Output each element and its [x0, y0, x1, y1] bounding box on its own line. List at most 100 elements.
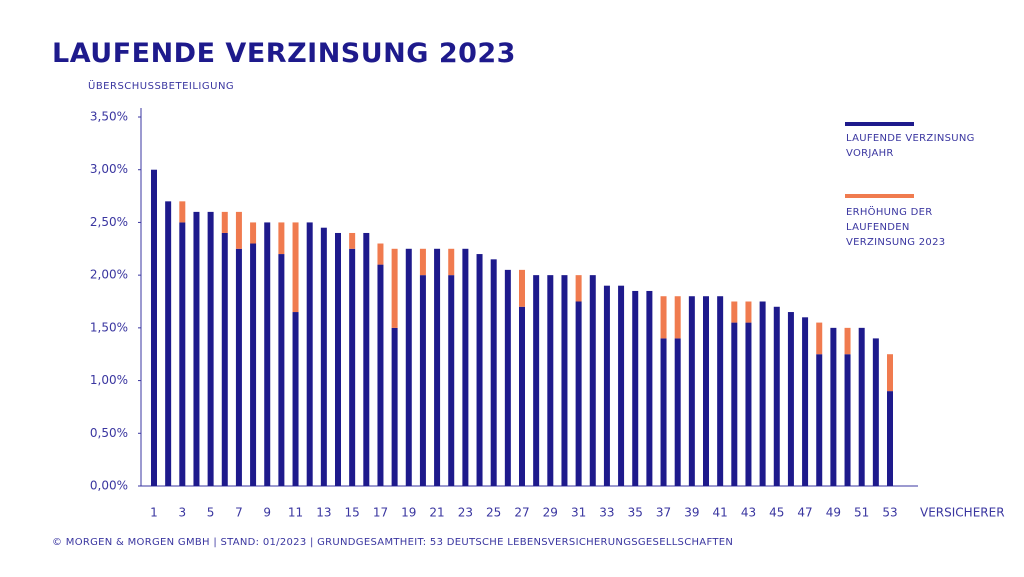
bar-segment: [377, 264, 384, 486]
x-tick-label: 51: [854, 506, 869, 520]
bar-segment: [731, 301, 738, 323]
y-tick-label: 0,00%: [90, 479, 128, 493]
bar-segment: [844, 327, 851, 355]
bar-segment: [787, 312, 794, 486]
bar-segment: [731, 322, 738, 486]
bar-segment: [575, 301, 582, 486]
bar-segment: [759, 301, 766, 486]
bar-segment: [320, 227, 327, 486]
x-tick-label: 23: [458, 506, 473, 520]
y-tick-label: 2,50%: [90, 215, 128, 229]
bar-segment: [193, 211, 200, 486]
bar-segment: [887, 354, 893, 392]
bar-segment: [858, 327, 865, 486]
bar-segment: [264, 222, 271, 486]
x-tick-label: 17: [373, 506, 388, 520]
bar-segment: [519, 269, 525, 307]
bar-segment: [179, 222, 186, 486]
y-tick-label: 1,00%: [90, 373, 128, 387]
x-tick-label: 11: [288, 506, 303, 520]
y-tick-label: 2,00%: [90, 268, 128, 282]
y-tick-label: 3,00%: [90, 162, 128, 176]
bar-segment: [830, 327, 837, 486]
bar-segment: [335, 232, 341, 486]
bar-segment: [703, 296, 709, 486]
bar-segment: [363, 232, 370, 486]
bar-segment: [462, 248, 469, 486]
x-tick-label: 7: [235, 506, 243, 520]
footer: © MORGEN & MORGEN GMBH | STAND: 01/2023 …: [52, 537, 734, 548]
x-tick-label: 29: [543, 506, 558, 520]
bar-segment: [250, 243, 257, 486]
bar-segment: [349, 232, 356, 249]
bar-segment: [844, 354, 851, 486]
y-tick-label: 1,50%: [90, 320, 128, 334]
bar-segment: [419, 248, 426, 276]
bar-segment: [561, 275, 568, 486]
bar-segment: [589, 275, 596, 486]
bar-segment: [165, 201, 172, 487]
chart-title: LAUFENDE VERZINSUNG 2023: [52, 38, 516, 69]
bar-segment: [250, 222, 257, 244]
bar-segment: [674, 338, 681, 486]
bar-segment: [688, 296, 695, 486]
y-tick-label: 3,50%: [90, 110, 128, 124]
bar-segment: [221, 232, 228, 486]
bar-segment: [490, 259, 497, 486]
x-tick-label: 21: [429, 506, 444, 520]
x-tick-label: 37: [656, 506, 671, 520]
bar-segment: [151, 169, 157, 486]
bar-segment: [674, 296, 681, 339]
bar-segment: [802, 317, 809, 486]
x-tick-label: 19: [401, 506, 416, 520]
bar-segment: [221, 211, 228, 233]
bar-segment: [504, 269, 511, 486]
bar-segment: [887, 391, 893, 486]
x-tick-label: 5: [207, 506, 215, 520]
x-tick-label: 15: [345, 506, 360, 520]
x-tick-label: 53: [882, 506, 897, 520]
bar-segment: [603, 285, 610, 486]
bar-segment: [547, 275, 554, 486]
bar-segment: [235, 248, 242, 486]
bar-segment: [575, 275, 582, 302]
x-tick-label: 27: [514, 506, 529, 520]
x-tick-label: 49: [826, 506, 841, 520]
bar-segment: [179, 201, 186, 223]
x-tick-label: 39: [684, 506, 699, 520]
bar-segment: [632, 290, 639, 486]
bar-segment: [618, 285, 625, 486]
bar-segment: [391, 327, 398, 486]
bar-segment: [349, 248, 356, 486]
bar-segment: [717, 296, 724, 486]
bar-segment: [533, 275, 540, 486]
x-tick-label: 45: [769, 506, 784, 520]
bar-segment: [306, 222, 313, 486]
bar-segment: [660, 338, 667, 486]
bar-segment: [448, 248, 455, 276]
legend-label: ERHÖHUNG DER LAUFENDEN VERZINSUNG 2023: [846, 207, 946, 248]
bar-segment: [660, 296, 667, 339]
bar-segment: [292, 312, 299, 486]
bar-segment: [377, 243, 384, 265]
legend-label: LAUFENDE VERZINSUNG VORJAHR: [846, 133, 975, 159]
bar-segment: [773, 306, 780, 486]
bar-segment: [278, 254, 285, 486]
x-tick-label: 1: [150, 506, 158, 520]
y-axis-label: ÜBERSCHUSSBETEILIGUNG: [88, 81, 235, 92]
bar-segment: [405, 248, 412, 486]
x-tick-label: 25: [486, 506, 501, 520]
x-tick-label: 47: [797, 506, 812, 520]
y-tick-label: 0,50%: [90, 426, 128, 440]
bar-segment: [207, 211, 214, 486]
bar-segment: [391, 248, 398, 328]
bar-segment: [476, 254, 483, 486]
bar-segment: [745, 322, 752, 486]
bar-segment: [519, 306, 525, 486]
x-tick-label: 9: [263, 506, 271, 520]
bar-segment: [292, 222, 299, 313]
x-tick-label: 43: [741, 506, 756, 520]
x-axis-label: VERSICHERER: [920, 506, 1005, 520]
